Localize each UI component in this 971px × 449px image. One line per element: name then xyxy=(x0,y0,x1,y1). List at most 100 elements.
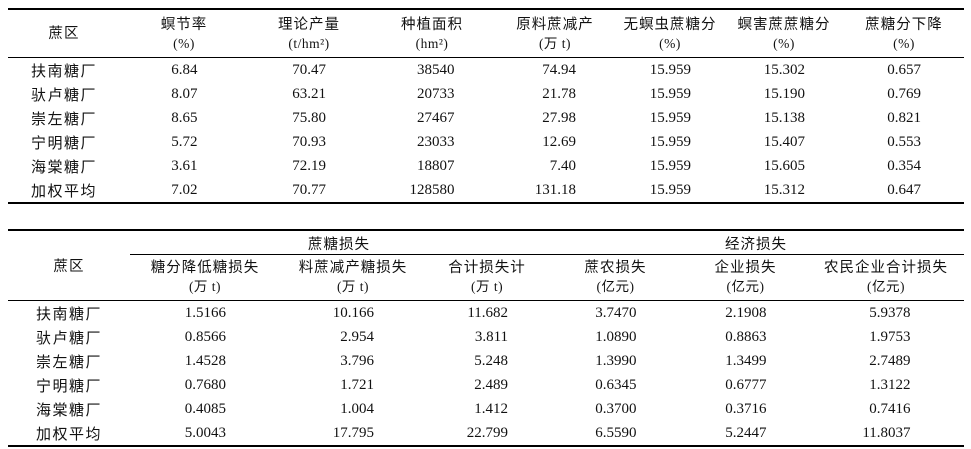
cell-value: 27.98 xyxy=(542,109,576,126)
value-cell: 18807 xyxy=(370,154,494,178)
value-cell: 128580 xyxy=(370,178,494,203)
value-cell: 15.302 xyxy=(724,58,844,83)
row-label-cell: 驮卢糖厂 xyxy=(35,330,102,347)
cell-value: 15.302 xyxy=(763,61,805,78)
cell-value: 1.3122 xyxy=(869,376,911,393)
value-cell: 1.3499 xyxy=(683,349,808,373)
value-cell: 15.959 xyxy=(616,82,724,106)
cell-value: 15.959 xyxy=(649,133,691,150)
cell-value: 72.19 xyxy=(292,157,326,174)
column-label: 合计损失计 xyxy=(448,260,526,276)
value-cell: 0.821 xyxy=(844,106,964,130)
cell-value: 0.6777 xyxy=(725,376,767,393)
loss-table: 蔗区 蔗糖损失 经济损失 糖分降低糖损失 (万 t) 料蔗减产糖损失 (万 t)… xyxy=(8,229,965,447)
cell-value: 27467 xyxy=(417,109,455,126)
cell-value: 0.553 xyxy=(887,133,921,150)
row-label-cell: 宁明糖厂 xyxy=(30,135,97,152)
value-cell: 75.80 xyxy=(248,106,370,130)
cell-value: 15.959 xyxy=(649,181,691,198)
row-label-cell: 扶南糖厂 xyxy=(30,63,97,80)
value-cell: 5.9378 xyxy=(808,301,964,326)
column-header-sugar-loss-from-content-drop: 糖分降低糖损失 (万 t) xyxy=(130,254,280,301)
value-cell: 6.5590 xyxy=(548,421,683,446)
value-cell: 27467 xyxy=(370,106,494,130)
value-cell: 1.721 xyxy=(280,373,426,397)
cell-value: 0.8566 xyxy=(184,328,226,345)
cell-value: 0.354 xyxy=(887,157,921,174)
column-unit: (万 t) xyxy=(538,36,572,51)
cell-value: 70.47 xyxy=(292,61,326,78)
table-row: 海棠糖厂 3.61 72.19 18807 7.40 15.959 15.605 0.354 xyxy=(8,154,964,178)
value-cell: 5.72 xyxy=(120,130,248,154)
value-cell: 15.138 xyxy=(724,106,844,130)
borer-damage-table-body: 扶南糖厂 6.84 70.47 38540 74.94 15.959 15.302 0.657… xyxy=(8,58,964,204)
cell-value: 20733 xyxy=(417,85,455,102)
value-cell: 15.959 xyxy=(616,106,724,130)
value-cell: 5.2447 xyxy=(683,421,808,446)
column-unit: (亿元) xyxy=(596,279,635,294)
value-cell: 27.98 xyxy=(494,106,616,130)
cell-value: 23033 xyxy=(417,133,455,150)
value-cell: 0.769 xyxy=(844,82,964,106)
cell-value: 1.0890 xyxy=(595,328,637,345)
value-cell: 0.8863 xyxy=(683,325,808,349)
value-cell: 0.354 xyxy=(844,154,964,178)
column-unit: (%) xyxy=(893,36,915,51)
value-cell: 22.799 xyxy=(426,421,548,446)
cell-value: 15.959 xyxy=(649,85,691,102)
cell-value: 15.959 xyxy=(649,157,691,174)
borer-damage-table: 蔗区 螟节率 (%) 理论产量 (t/hm²) 种植面积 (hm²) 原料蔗减产… xyxy=(8,8,964,204)
value-cell: 3.796 xyxy=(280,349,426,373)
column-label: 料蔗减产糖损失 xyxy=(298,260,408,276)
value-cell: 15.407 xyxy=(724,130,844,154)
cell-value: 3.61 xyxy=(171,157,198,174)
group-header-sugar-loss: 蔗糖损失 xyxy=(130,230,549,255)
column-label: 螟节率 xyxy=(160,17,208,33)
value-cell: 0.6777 xyxy=(683,373,808,397)
value-cell: 15.312 xyxy=(724,178,844,203)
cell-value: 15.959 xyxy=(649,109,691,126)
cell-value: 7.02 xyxy=(171,181,198,198)
cell-value: 1.721 xyxy=(340,376,374,393)
group-header-row: 蔗区 蔗糖损失 经济损失 xyxy=(8,230,965,301)
value-cell: 11.682 xyxy=(426,301,548,326)
value-cell: 23033 xyxy=(370,130,494,154)
value-cell: 15.959 xyxy=(616,178,724,203)
cell-value: 5.72 xyxy=(171,133,198,150)
cell-value: 12.69 xyxy=(542,133,576,150)
column-label: 企业损失 xyxy=(714,260,777,276)
column-header-region: 蔗区 xyxy=(8,9,120,58)
value-cell: 15.959 xyxy=(616,58,724,83)
column-label: 无螟虫蔗糖分 xyxy=(623,17,717,33)
column-header-region: 蔗区 xyxy=(8,230,130,301)
cell-value: 8.65 xyxy=(171,109,198,126)
column-label: 蔗区 xyxy=(48,26,80,42)
column-label: 种植面积 xyxy=(401,17,463,33)
cell-value: 5.0043 xyxy=(184,424,226,441)
cell-value: 11.8037 xyxy=(862,424,911,441)
column-label: 农民企业合计损失 xyxy=(824,260,949,276)
cell-value: 128580 xyxy=(409,181,455,198)
cell-value: 5.248 xyxy=(474,352,509,369)
value-cell: 70.77 xyxy=(248,178,370,203)
value-cell: 15.959 xyxy=(616,130,724,154)
cell-value: 2.489 xyxy=(474,376,509,393)
value-cell: 0.647 xyxy=(844,178,964,203)
header-row: 蔗区 螟节率 (%) 理论产量 (t/hm²) 种植面积 (hm²) 原料蔗减产… xyxy=(8,9,964,58)
cell-value: 70.93 xyxy=(292,133,326,150)
table-row: 宁明糖厂 5.72 70.93 23033 12.69 15.959 15.407 0.553 xyxy=(8,130,964,154)
value-cell: 1.3122 xyxy=(808,373,964,397)
value-cell: 15.190 xyxy=(724,82,844,106)
cell-value: 15.312 xyxy=(763,181,805,198)
cell-value: 1.5166 xyxy=(184,304,226,321)
column-unit: (亿元) xyxy=(726,279,765,294)
cell-value: 8.07 xyxy=(171,85,198,102)
cell-value: 131.18 xyxy=(534,181,576,198)
value-cell: 0.7416 xyxy=(808,397,964,421)
column-unit: (%) xyxy=(173,36,195,51)
table-row: 扶南糖厂 6.84 70.47 38540 74.94 15.959 15.302 0.657 xyxy=(8,58,964,83)
cell-value: 74.94 xyxy=(542,61,576,78)
cell-value: 2.1908 xyxy=(725,304,767,321)
cell-value: 2.954 xyxy=(340,328,374,345)
value-cell: 1.3990 xyxy=(548,349,683,373)
